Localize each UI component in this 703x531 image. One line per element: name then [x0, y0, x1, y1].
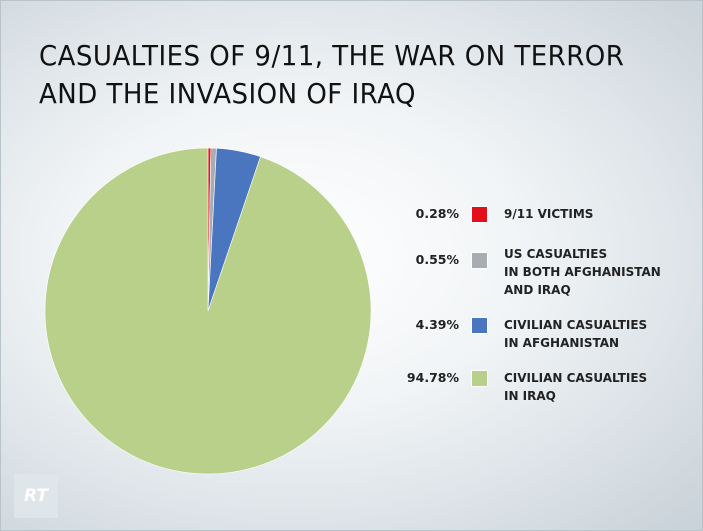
chart-title: CASUALTIES OF 9/11, THE WAR ON TERROR AN… [39, 37, 634, 113]
legend-label-line: CIVILIAN CASUALTIES [504, 371, 648, 385]
legend-label-line: 9/11 VICTIMS [504, 207, 594, 221]
legend-label-line: US CASUALTIES [504, 247, 608, 261]
pie-slices [44, 147, 372, 475]
legend-label-line: IN BOTH AFGHANISTAN [504, 265, 661, 279]
legend-value-civilian-iraq: 94.78% [406, 370, 459, 385]
legend-value-us-casualties: 0.55% [415, 252, 459, 267]
legend-label-line: IN AFGHANISTAN [504, 336, 620, 350]
legend-label-line: IN IRAQ [504, 389, 556, 403]
chart-title-line-1: CASUALTIES OF 9/11, THE WAR ON TERROR [39, 39, 625, 72]
legend-label-line: CIVILIAN CASUALTIES [504, 318, 648, 332]
pie-slice-iraq [44, 147, 372, 475]
legend-swatch-911-victims [471, 206, 488, 223]
legend-label-civilian-iraq: CIVILIAN CASUALTIES IN IRAQ [504, 369, 684, 405]
legend-label-civilian-afghanistan: CIVILIAN CASUALTIES IN AFGHANISTAN [504, 316, 684, 352]
legend-swatch-us-casualties [471, 252, 488, 269]
rt-logo: RT [14, 474, 58, 518]
legend-swatch-civilian-afghanistan [471, 317, 488, 334]
legend-label-911-victims: 9/11 VICTIMS [504, 205, 684, 223]
legend-value-civilian-afghanistan: 4.39% [415, 317, 459, 332]
chart-title-line-2: AND THE INVASION OF IRAQ [39, 77, 416, 110]
legend-swatch-civilian-iraq [471, 370, 488, 387]
legend-label-line: AND IRAQ [504, 283, 571, 297]
legend-label-us-casualties: US CASUALTIES IN BOTH AFGHANISTAN AND IR… [504, 245, 684, 299]
legend-value-911-victims: 0.28% [415, 206, 459, 221]
